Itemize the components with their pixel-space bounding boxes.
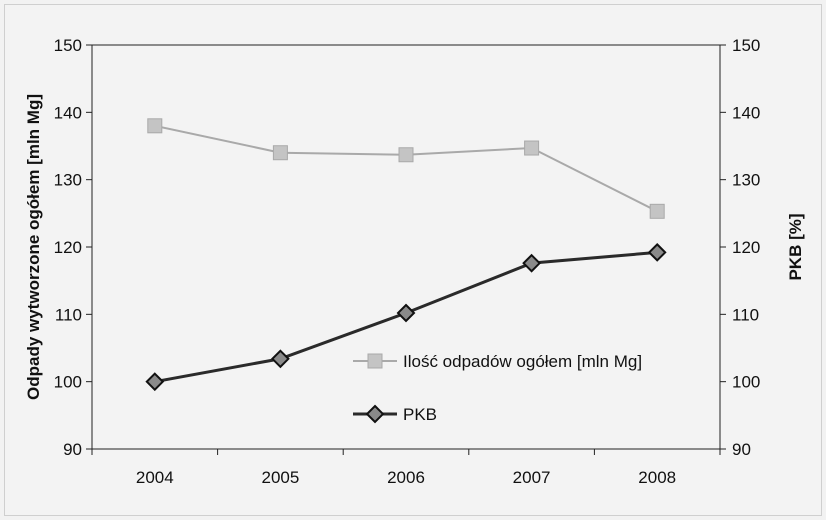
left-axis-tick-label: 130	[54, 171, 82, 190]
series-point-1	[270, 349, 290, 369]
left-axis-title: Odpady wytworzone ogółem [mln Mg]	[24, 94, 43, 400]
line-chart: 90 100 110 120 130 140 150 90 100 110 120 130 140 150…	[24, 36, 805, 487]
series-point-0	[272, 145, 288, 161]
series-point-1	[396, 303, 416, 323]
right-axis-tick-label: 110	[732, 305, 759, 324]
right-axis-tick-label: 140	[732, 103, 760, 122]
right-axis-tick-label: 150	[732, 36, 760, 55]
right-axis-title: PKB [%]	[786, 213, 805, 280]
x-axis-tick-label: 2007	[513, 468, 551, 487]
x-axis-tick-label: 2008	[638, 468, 676, 487]
series-point-1	[647, 242, 667, 262]
x-axis-tick-label: 2004	[136, 468, 174, 487]
left-axis-tick-label: 90	[63, 440, 82, 459]
series-line-0	[154, 124, 658, 213]
legend-label-0: Ilość odpadów ogółem [mln Mg]	[403, 352, 642, 371]
x-axis-tick-label: 2005	[261, 468, 299, 487]
right-axis-tick-label: 100	[732, 373, 760, 392]
right-axis-tick-label: 90	[732, 440, 751, 459]
series-point-0	[649, 203, 665, 219]
right-axis-tick-label: 120	[732, 238, 760, 257]
legend-marker-1	[365, 404, 385, 424]
series-point-1	[522, 253, 542, 273]
left-axis-tick-label: 100	[54, 373, 82, 392]
left-axis-tick-label: 140	[54, 103, 82, 122]
series-point-1	[145, 372, 165, 392]
left-axis-tick-label: 150	[54, 36, 82, 55]
x-axis-tick-label: 2006	[387, 468, 425, 487]
plot-area	[91, 44, 721, 450]
series-point-0	[398, 147, 414, 163]
legend-marker-0	[367, 353, 383, 369]
right-axis-tick-label: 130	[732, 171, 760, 190]
legend-label-1: PKB	[403, 405, 437, 424]
series-point-0	[524, 140, 540, 156]
chart-frame: 90 100 110 120 130 140 150 90 100 110 120 130 140 150…	[4, 4, 822, 516]
left-axis-tick-label: 120	[54, 238, 82, 257]
left-axis-tick-label: 110	[55, 305, 82, 324]
series-point-0	[147, 118, 163, 134]
